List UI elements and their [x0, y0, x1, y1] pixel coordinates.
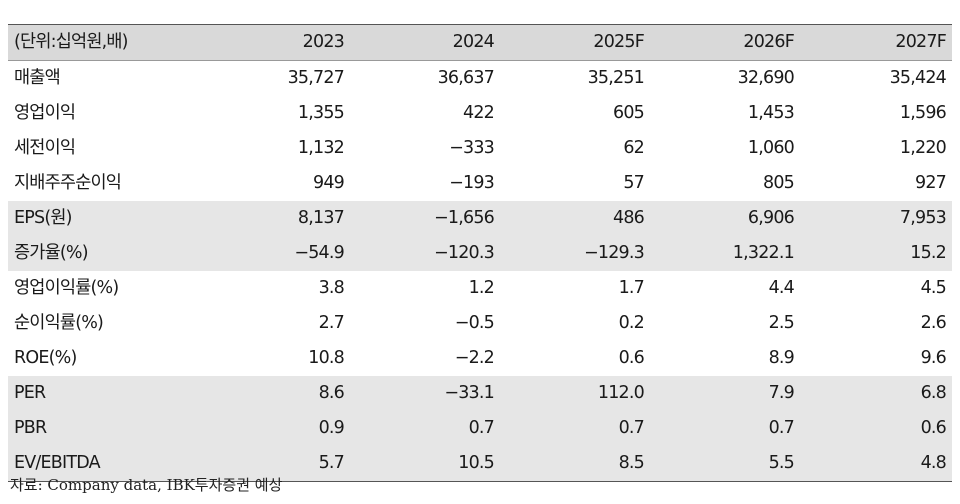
table-row: 영업이익 1,355 422 605 1,453 1,596: [8, 96, 952, 131]
table-cell: 7,953: [800, 201, 952, 236]
table-cell: 62: [623, 138, 644, 158]
table-cell: 422: [462, 103, 495, 123]
year-header-2027f: 2027F: [800, 24, 952, 61]
table-cell: 10.5: [350, 446, 500, 482]
table-cell: 1,132: [297, 138, 345, 158]
table-row: 지배주주순이익 949 −193 57 805 927: [8, 166, 952, 201]
year-header-2023: 2023: [190, 24, 350, 61]
table-cell: 0.9: [190, 411, 350, 446]
table-cell: 1,355: [297, 103, 345, 123]
table-cell: 805: [762, 173, 795, 193]
table-cell: 927: [914, 173, 947, 193]
table-cell: 605: [612, 103, 645, 123]
table-row: 세전이익 1,132 −333 62 1,060 1,220: [8, 131, 952, 166]
table-row: EV/EBITDA 5.7 10.5 8.5 5.5 4.8: [8, 446, 952, 482]
table-cell: 8.9: [768, 348, 795, 368]
unit-header: (단위:십억원,배): [8, 24, 190, 61]
table-cell: 4.8: [800, 446, 952, 482]
table-cell: 0.7: [500, 411, 650, 446]
table-cell: 7.9: [650, 376, 800, 411]
table-cell: 1,322.1: [650, 236, 800, 271]
table-cell: 2.7: [318, 313, 345, 333]
table-cell: 2.5: [768, 313, 795, 333]
row-label: EV/EBITDA: [8, 446, 190, 482]
table-row: 매출액 35,727 36,637 35,251 32,690 35,424: [8, 61, 952, 97]
table-cell: 1,453: [747, 103, 795, 123]
table-cell: −120.3: [350, 236, 500, 271]
table-cell: −1,656: [350, 201, 500, 236]
table-cell: 1,060: [747, 138, 795, 158]
table-cell: 35,727: [287, 68, 345, 88]
table-cell: 6.8: [800, 376, 952, 411]
table-cell: 1.7: [618, 278, 645, 298]
table-cell: 5.5: [650, 446, 800, 482]
table-cell: 4.4: [768, 278, 795, 298]
table-cell: 36,637: [437, 68, 495, 88]
row-label: 순이익률(%): [14, 313, 104, 333]
table-cell: −54.9: [190, 236, 350, 271]
year-header-2026f: 2026F: [650, 24, 800, 61]
table-cell: 9.6: [920, 348, 947, 368]
row-label: 영업이익률(%): [14, 278, 119, 298]
row-label: 증가율(%): [8, 236, 190, 271]
table-row: 영업이익률(%) 3.8 1.2 1.7 4.4 4.5: [8, 271, 952, 306]
table-cell: 1,220: [899, 138, 947, 158]
table-cell: 8.6: [190, 376, 350, 411]
year-header-2025f: 2025F: [500, 24, 650, 61]
row-label: ROE(%): [14, 348, 77, 368]
table-cell: 1,596: [899, 103, 947, 123]
table-row: PBR 0.9 0.7 0.7 0.7 0.6: [8, 411, 952, 446]
table-cell: 1.2: [468, 278, 495, 298]
table-cell: 32,690: [737, 68, 795, 88]
row-label: 매출액: [14, 68, 61, 88]
year-header-2024: 2024: [350, 24, 500, 61]
table-cell: 8.5: [500, 446, 650, 482]
row-label: PBR: [8, 411, 190, 446]
table-cell: 0.2: [618, 313, 645, 333]
table-cell: 112.0: [500, 376, 650, 411]
table-cell: 949: [312, 173, 345, 193]
financial-summary-table: (단위:십억원,배) 2023 2024 2025F 2026F 2027F 매…: [8, 24, 952, 482]
table-row: 순이익률(%) 2.7 −0.5 0.2 2.5 2.6: [8, 306, 952, 341]
row-label: 세전이익: [14, 138, 76, 158]
table-cell: 0.7: [650, 411, 800, 446]
table-cell: 486: [500, 201, 650, 236]
table-cell: 3.8: [318, 278, 345, 298]
row-label: PER: [8, 376, 190, 411]
table-cell: 2.6: [920, 313, 947, 333]
table-cell: 10.8: [308, 348, 345, 368]
table-cell: −129.3: [500, 236, 650, 271]
table-cell: 0.6: [618, 348, 645, 368]
table-header-row: (단위:십억원,배) 2023 2024 2025F 2026F 2027F: [8, 24, 952, 61]
table-row: 증가율(%) −54.9 −120.3 −129.3 1,322.1 15.2: [8, 236, 952, 271]
table-row: EPS(원) 8,137 −1,656 486 6,906 7,953: [8, 201, 952, 236]
table-cell: 0.7: [350, 411, 500, 446]
source-note: 자료: Company data, IBK투자증권 예상: [10, 476, 283, 494]
table-cell: 6,906: [650, 201, 800, 236]
row-label: EPS(원): [8, 201, 190, 236]
table-cell: −0.5: [454, 313, 495, 333]
row-label: 지배주주순이익: [14, 173, 122, 193]
table-cell: 35,251: [587, 68, 645, 88]
table-cell: 57: [623, 173, 644, 193]
table-row: PER 8.6 −33.1 112.0 7.9 6.8: [8, 376, 952, 411]
table-cell: −333: [449, 138, 495, 158]
table-cell: −2.2: [454, 348, 495, 368]
table-cell: 5.7: [190, 446, 350, 482]
table-cell: 8,137: [190, 201, 350, 236]
table-row: ROE(%) 10.8 −2.2 0.6 8.9 9.6: [8, 341, 952, 376]
table-cell: 0.6: [800, 411, 952, 446]
table-cell: 35,424: [889, 68, 947, 88]
table-cell: 15.2: [800, 236, 952, 271]
table-cell: −33.1: [350, 376, 500, 411]
table-cell: 4.5: [920, 278, 947, 298]
row-label: 영업이익: [14, 103, 76, 123]
table-cell: −193: [449, 173, 495, 193]
